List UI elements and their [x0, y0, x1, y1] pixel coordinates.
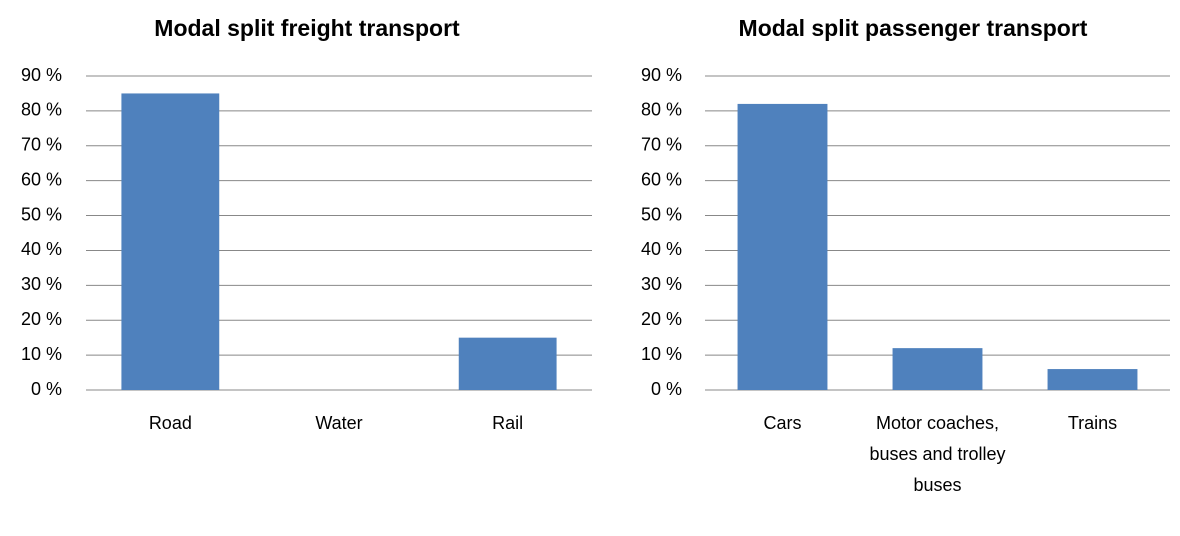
bar [892, 348, 983, 390]
y-tick-label: 70 % [641, 135, 682, 155]
x-tick-label: Trains [1067, 413, 1118, 433]
y-tick-label: 10 % [21, 344, 62, 364]
y-tick-label: 10 % [641, 344, 682, 364]
x-tick-label: Rail [492, 413, 524, 433]
x-tick-label-box: Rail [492, 413, 524, 433]
bar [737, 103, 828, 391]
x-tick-label: Motor coaches, buses and trolley buses [869, 413, 1006, 495]
x-tick-label-box: Cars [763, 413, 802, 433]
y-tick-label: 20 % [21, 309, 62, 329]
x-tick-label-box: Trains [1067, 413, 1118, 433]
y-tick-label: 60 % [641, 169, 682, 189]
y-tick-label: 50 % [641, 204, 682, 224]
chart-title: Modal split freight transport [154, 15, 460, 41]
y-tick-label: 30 % [21, 274, 62, 294]
bar [1047, 369, 1138, 390]
y-tick-label: 90 % [641, 65, 682, 85]
x-tick-label-box: Motor coaches, buses and trolley buses [869, 413, 1006, 495]
y-tick-label: 0 % [651, 379, 682, 399]
y-tick-label: 90 % [21, 65, 62, 85]
y-tick-label: 50 % [21, 204, 62, 224]
chart: Modal split freight transport 0 % 10 % 20 %… [21, 15, 592, 433]
y-tick-label: 30 % [641, 274, 682, 294]
y-tick-label: 40 % [641, 239, 682, 259]
x-tick-label-box: Road [148, 413, 192, 433]
x-tick-label: Road [148, 413, 192, 433]
x-tick-label: Cars [763, 413, 802, 433]
y-tick-label: 40 % [21, 239, 62, 259]
y-tick-label: 80 % [21, 100, 62, 120]
chart-title: Modal split passenger transport [739, 15, 1088, 41]
y-tick-label: 80 % [641, 100, 682, 120]
y-tick-label: 60 % [21, 169, 62, 189]
bar [121, 93, 220, 390]
bar [458, 337, 557, 390]
y-tick-label: 0 % [31, 379, 62, 399]
x-tick-label: Water [315, 413, 363, 433]
x-tick-label-box: Water [315, 413, 363, 433]
chart: Modal split passenger transport 0 % 10 % 20… [641, 15, 1170, 495]
y-tick-label: 70 % [21, 135, 62, 155]
y-tick-label: 20 % [641, 309, 682, 329]
